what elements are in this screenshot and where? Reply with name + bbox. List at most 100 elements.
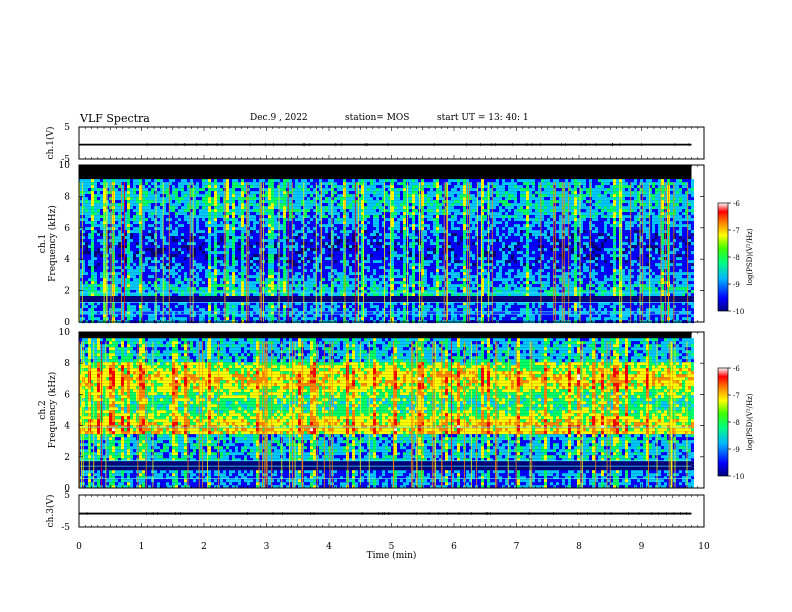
psd-cell — [310, 251, 313, 254]
psd-cell — [304, 275, 307, 278]
psd-cell — [145, 260, 148, 263]
psd-cell — [265, 179, 268, 182]
psd-cell — [184, 293, 187, 296]
psd-cell — [148, 278, 151, 281]
psd-cell — [334, 230, 337, 233]
psd-cell — [340, 236, 343, 239]
psd-cell — [211, 245, 214, 248]
psd-cell — [148, 182, 151, 185]
psd-cell — [208, 287, 211, 290]
psd-cell — [370, 305, 373, 308]
psd-cell — [238, 254, 241, 257]
psd-cell — [88, 242, 91, 245]
psd-cell — [127, 266, 130, 269]
psd-cell — [196, 206, 199, 209]
psd-cell — [115, 221, 118, 224]
psd-cell — [322, 215, 325, 218]
psd-cell — [178, 287, 181, 290]
psd-cell — [310, 266, 313, 269]
psd-cell — [211, 212, 214, 215]
psd-cell — [85, 248, 88, 251]
psd-cell — [154, 284, 157, 287]
psd-cell — [118, 203, 121, 206]
psd-cell — [184, 257, 187, 260]
psd-cell — [250, 269, 253, 272]
psd-cell — [253, 284, 256, 287]
psd-cell — [331, 215, 334, 218]
psd-cell — [172, 215, 175, 218]
psd-cell — [289, 305, 292, 308]
psd-cell — [205, 209, 208, 212]
psd-cell — [166, 203, 169, 206]
psd-cell — [370, 233, 373, 236]
psd-cell — [370, 194, 373, 197]
psd-cell — [241, 299, 244, 302]
psd-cell — [118, 287, 121, 290]
psd-cell — [295, 305, 298, 308]
psd-cell — [265, 308, 268, 311]
psd-cell — [352, 185, 355, 188]
psd-cell — [205, 260, 208, 263]
psd-cell — [142, 227, 145, 230]
psd-cell — [97, 260, 100, 263]
psd-cell — [145, 230, 148, 233]
psd-cell — [334, 227, 337, 230]
psd-cell — [115, 269, 118, 272]
psd-cell — [265, 227, 268, 230]
psd-cell — [298, 296, 301, 299]
psd-cell — [184, 275, 187, 278]
psd-cell — [352, 230, 355, 233]
psd-cell — [364, 236, 367, 239]
psd-cell — [343, 185, 346, 188]
psd-cell — [148, 272, 151, 275]
psd-cell — [133, 212, 136, 215]
psd-cell — [205, 281, 208, 284]
psd-cell — [226, 299, 229, 302]
psd-cell — [313, 281, 316, 284]
psd-cell — [115, 203, 118, 206]
psd-cell — [322, 188, 325, 191]
psd-cell — [130, 308, 133, 311]
psd-cell — [370, 275, 373, 278]
psd-cell — [235, 233, 238, 236]
psd-cell — [253, 239, 256, 242]
psd-cell — [127, 263, 130, 266]
psd-cell — [367, 185, 370, 188]
psd-cell — [253, 296, 256, 299]
psd-cell — [178, 233, 181, 236]
psd-cell — [91, 215, 94, 218]
psd-cell — [241, 197, 244, 200]
psd-cell — [166, 236, 169, 239]
psd-cell — [145, 278, 148, 281]
psd-cell — [196, 296, 199, 299]
psd-cell — [94, 179, 97, 182]
psd-cell — [232, 263, 235, 266]
psd-cell — [199, 257, 202, 260]
psd-cell — [304, 245, 307, 248]
psd-cell — [250, 251, 253, 254]
psd-cell — [295, 275, 298, 278]
psd-cell — [331, 230, 334, 233]
psd-cell — [325, 251, 328, 254]
psd-cell — [214, 299, 217, 302]
psd-cell — [127, 242, 130, 245]
psd-cell — [205, 200, 208, 203]
psd-cell — [94, 314, 97, 317]
psd-cell — [100, 236, 103, 239]
psd-cell — [226, 266, 229, 269]
psd-cell — [328, 215, 331, 218]
psd-cell — [256, 260, 259, 263]
psd-cell — [145, 179, 148, 182]
psd-cell — [352, 194, 355, 197]
psd-cell — [94, 305, 97, 308]
psd-cell — [373, 251, 376, 254]
psd-cell — [295, 257, 298, 260]
psd-cell — [367, 242, 370, 245]
psd-cell — [154, 203, 157, 206]
psd-cell — [265, 203, 268, 206]
psd-cell — [217, 281, 220, 284]
psd-cell — [250, 218, 253, 221]
psd-cell — [337, 239, 340, 242]
psd-cell — [88, 206, 91, 209]
psd-cell — [370, 200, 373, 203]
